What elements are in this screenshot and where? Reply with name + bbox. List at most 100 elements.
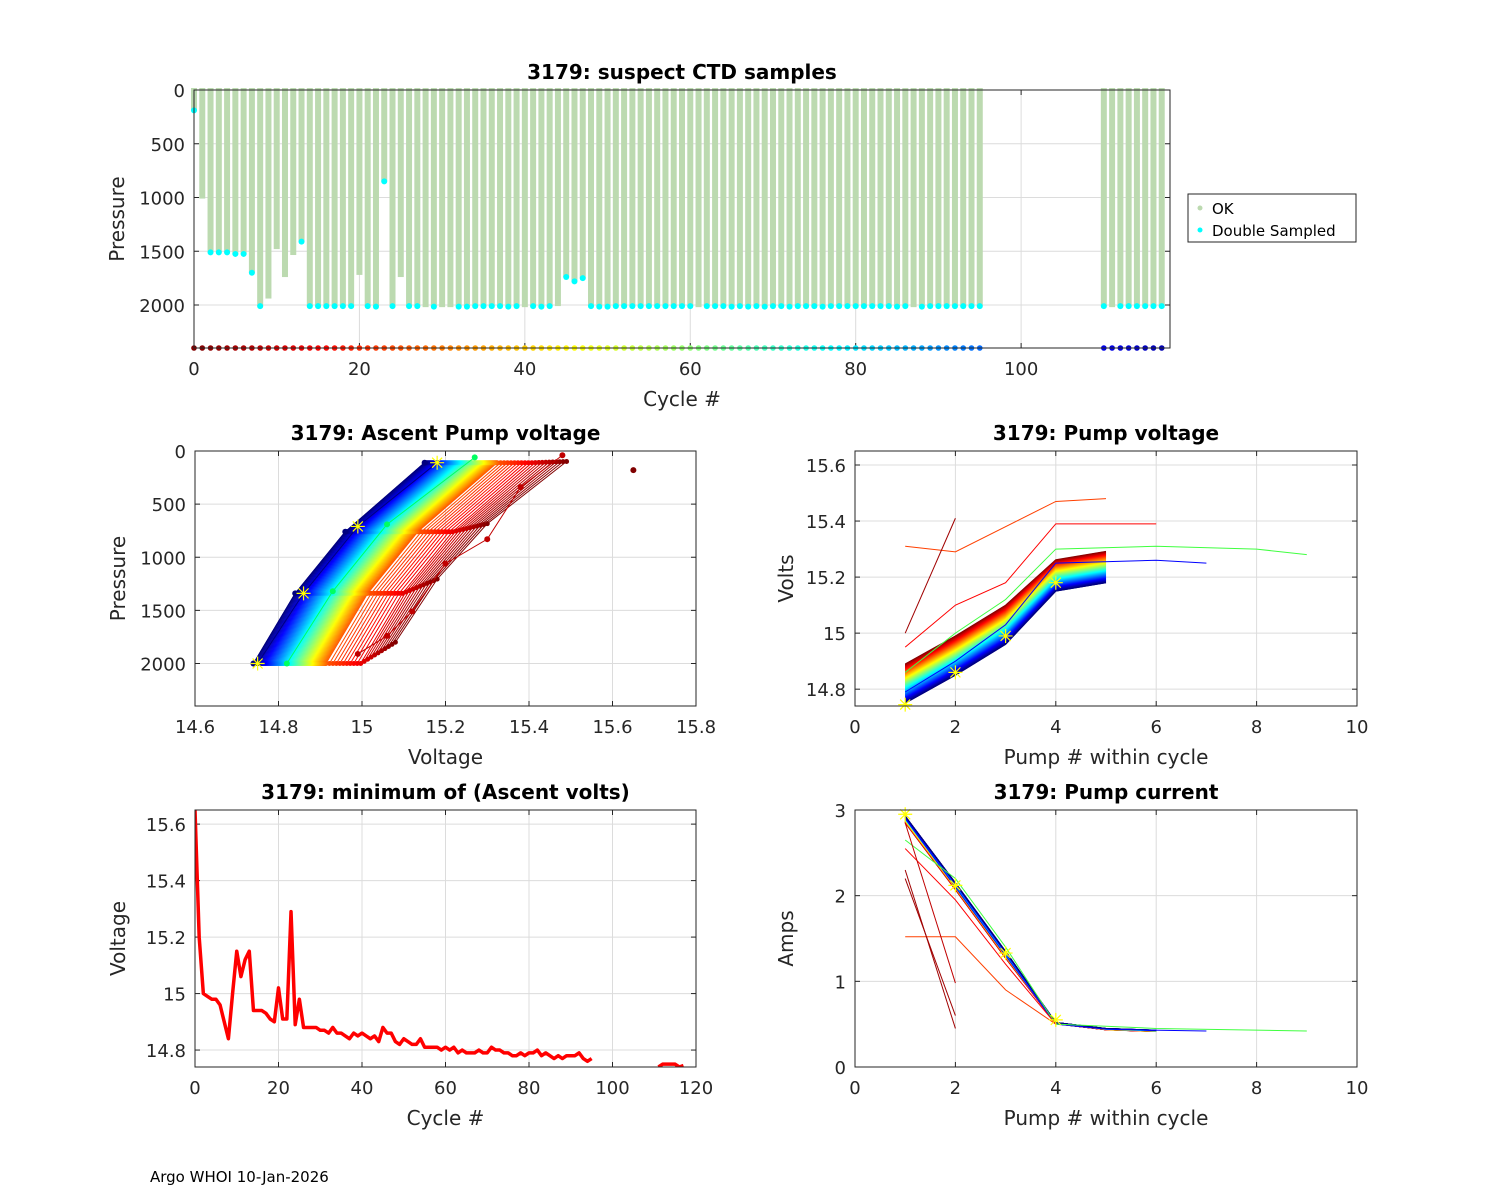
double-sampled-point (621, 303, 628, 310)
profile-line (309, 462, 482, 664)
profile-line (295, 462, 468, 664)
double-sampled-point (811, 303, 818, 310)
double-sampled-point (257, 303, 264, 310)
profile-line (319, 462, 492, 664)
y-tick-label: 0 (175, 442, 186, 463)
profile-point (351, 661, 357, 666)
ok-bar (579, 88, 586, 279)
profile-line (267, 462, 440, 664)
axes-box (854, 450, 1358, 707)
double-sampled-point (712, 303, 719, 310)
profile-point (501, 460, 507, 466)
ok-bar (786, 88, 793, 307)
profile-line (301, 462, 474, 664)
profile-line (307, 462, 480, 664)
profile-point (330, 661, 336, 666)
y-tick-label: 15 (163, 985, 186, 1006)
profile-point (429, 529, 435, 535)
profile-line (303, 462, 476, 664)
pump-current-chart: 0 2 4 6 8 10 0 1 2 3 3179: Pump current Pump # with… (774, 780, 1368, 1130)
profile-point (375, 590, 381, 596)
x-tick-label: 40 (351, 1078, 374, 1099)
profile-line (282, 462, 454, 664)
profile-point (498, 460, 504, 466)
profile-line (296, 462, 469, 664)
double-sampled-point (389, 303, 396, 310)
profile-point (432, 529, 438, 535)
double-sampled-point (463, 303, 470, 310)
x-tick-label: 0 (849, 717, 860, 738)
profile-point (522, 460, 528, 466)
ok-bar (331, 88, 338, 307)
profile-line (263, 462, 436, 664)
double-sampled-point (786, 303, 793, 310)
chart-title: 3179: Ascent Pump voltage (291, 421, 601, 445)
y-axis-label: Volts (774, 554, 798, 602)
ok-bar (902, 88, 909, 307)
ok-bar (447, 88, 454, 308)
double-sampled-point (372, 303, 379, 310)
series-line (904, 848, 1057, 1025)
ok-bar (695, 88, 702, 308)
legend-label-ok: OK (1212, 200, 1235, 218)
profile-line (276, 462, 449, 664)
double-sampled-point (348, 303, 355, 310)
series-point (471, 454, 478, 461)
ok-bar (290, 88, 297, 256)
star-marker (948, 878, 963, 893)
profile-point (382, 590, 388, 596)
series-point (559, 452, 566, 459)
double-sampled-point (918, 303, 925, 310)
x-axis-label: Cycle # (407, 1106, 485, 1130)
series-point (292, 590, 299, 597)
ok-bar (687, 88, 694, 307)
ok-bar (753, 88, 760, 307)
profile-point (511, 460, 517, 466)
star-marker (430, 455, 445, 470)
double-sampled-point (769, 303, 776, 310)
double-sampled-point (604, 303, 611, 310)
profile-line (332, 462, 505, 664)
y-tick-label: 15.4 (146, 872, 186, 893)
double-sampled-point (877, 303, 884, 310)
ok-bar (339, 88, 346, 307)
ok-bar (621, 88, 628, 307)
double-sampled-point (331, 303, 338, 310)
double-sampled-point (753, 303, 760, 310)
ok-bar (679, 88, 685, 307)
x-tick-label: 8 (1251, 717, 1262, 738)
y-tick-label: 15.2 (806, 568, 846, 589)
double-sampled-point (844, 303, 851, 310)
double-sampled-point (927, 303, 934, 310)
double-sampled-point (232, 250, 239, 257)
x-tick-label: 20 (348, 359, 371, 380)
y-axis-label: Pressure (105, 176, 129, 261)
profile-line (346, 462, 519, 664)
profile-line (279, 462, 452, 664)
profile-point (425, 529, 431, 535)
ok-bar (918, 88, 925, 307)
profile-line (394, 461, 567, 643)
y-tick-label: 15.6 (146, 815, 186, 836)
ok-bar (1109, 88, 1116, 308)
y-tick-label: 2000 (140, 655, 186, 676)
ok-bar (778, 88, 785, 307)
profile-line (299, 462, 472, 664)
ok-bar (662, 88, 669, 307)
profile-line (304, 462, 477, 664)
ok-bar (1150, 88, 1157, 307)
profile-line (349, 462, 522, 664)
profile-line (270, 462, 443, 664)
star-marker (998, 628, 1013, 643)
double-sampled-point (827, 303, 834, 310)
x-tick-label: 100 (595, 1078, 629, 1099)
profile-line (255, 462, 428, 664)
ok-bar (546, 88, 553, 307)
footer-credit: Argo WHOI 10-Jan-2026 (150, 1168, 329, 1186)
profile-point (347, 661, 353, 666)
double-sampled-point (563, 274, 570, 281)
ok-bar (794, 88, 801, 307)
ok-bar (637, 88, 644, 307)
x-tick-label: 4 (1050, 1078, 1061, 1099)
double-sampled-point (414, 303, 421, 310)
